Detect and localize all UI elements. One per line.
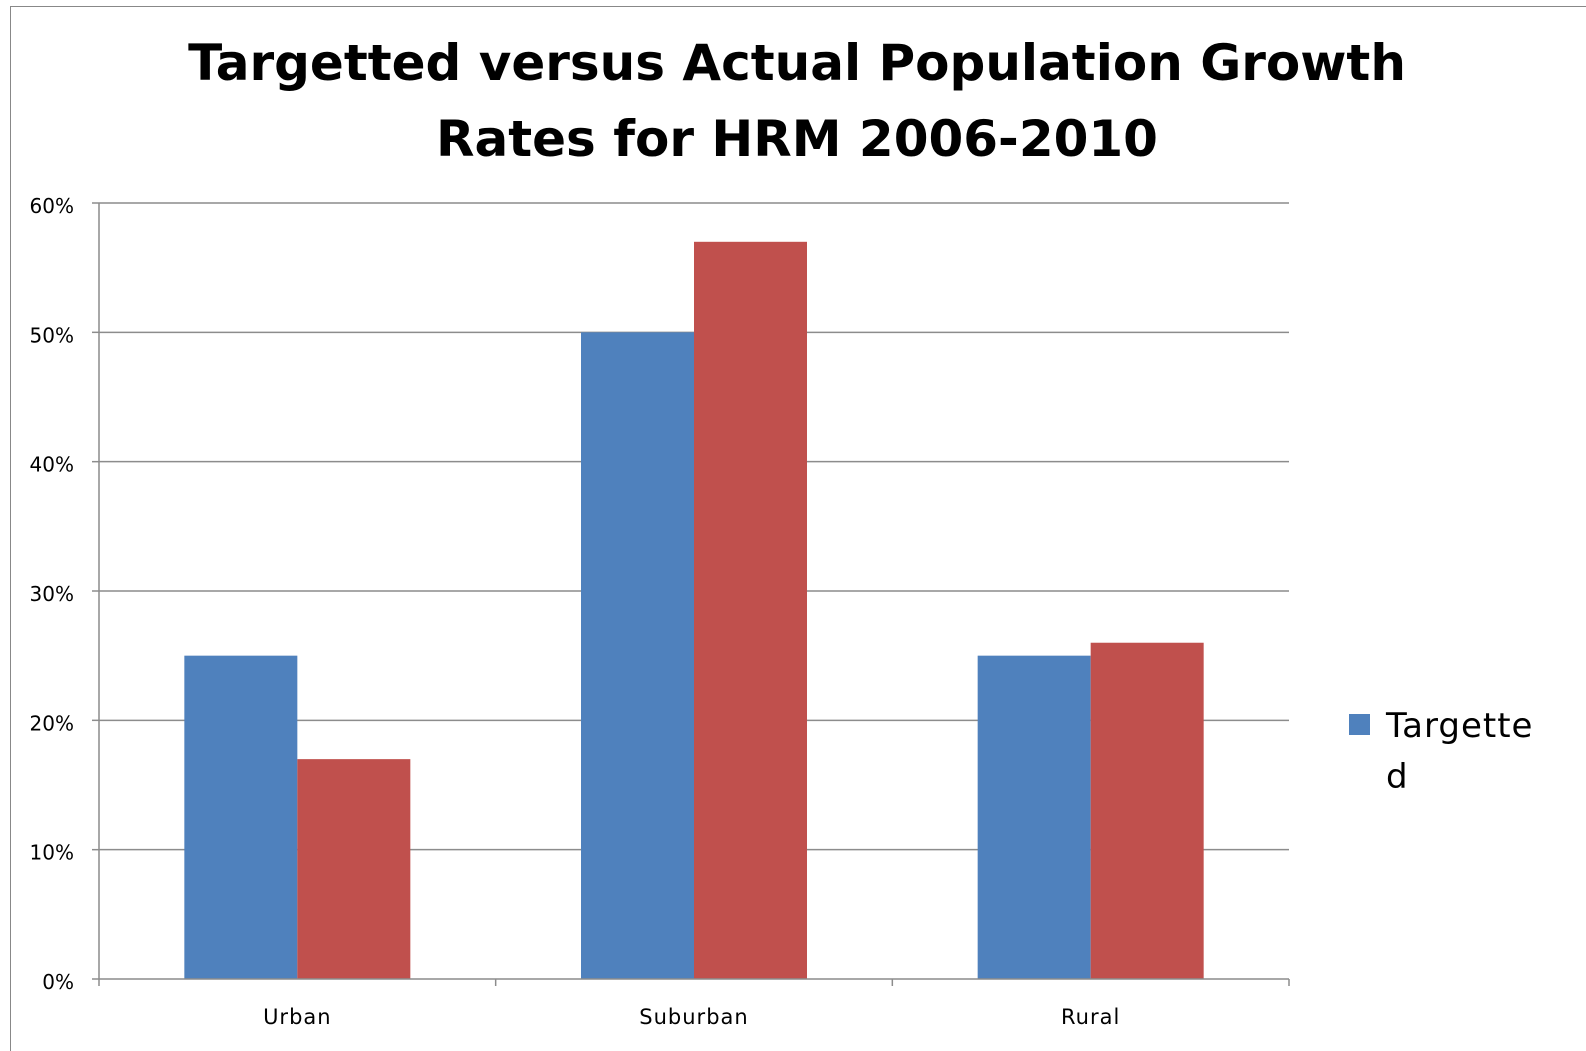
y-tick-label: 40% bbox=[30, 453, 74, 477]
y-tick-label: 30% bbox=[30, 582, 74, 606]
y-tick-label: 50% bbox=[30, 323, 74, 347]
bar-urban-series-1 bbox=[184, 655, 298, 979]
legend-label-line-1: Targette bbox=[1385, 706, 1533, 746]
x-category-label: Urban bbox=[263, 1005, 332, 1029]
y-axis-tick-labels: 0% 10% 20% 30% 40% 50% 60% bbox=[30, 194, 74, 994]
bars bbox=[184, 241, 1204, 980]
bar-suburban-series-1 bbox=[581, 332, 694, 979]
legend-label-line-2: d bbox=[1386, 757, 1409, 797]
x-axis-category-labels: Urban Suburban Rural bbox=[263, 1005, 1120, 1029]
x-category-label: Rural bbox=[1061, 1005, 1120, 1029]
chart-title-line-1: Targetted versus Actual Population Growt… bbox=[188, 34, 1406, 92]
x-category-label: Suburban bbox=[639, 1005, 748, 1029]
bar-rural-series-1 bbox=[977, 655, 1091, 979]
bar-rural-series-2 bbox=[1090, 642, 1204, 979]
y-tick-label: 20% bbox=[30, 711, 74, 735]
legend-swatch bbox=[1349, 714, 1370, 735]
bar-urban-series-2 bbox=[297, 759, 411, 979]
bar-suburban-series-2 bbox=[694, 241, 807, 980]
legend: Targette d bbox=[1349, 706, 1533, 797]
y-tick-label: 60% bbox=[30, 194, 74, 218]
y-tick-label: 10% bbox=[30, 841, 74, 865]
y-tick-label: 0% bbox=[42, 970, 74, 994]
axes bbox=[98, 203, 1290, 986]
chart-title-line-2: Rates for HRM 2006-2010 bbox=[436, 110, 1158, 168]
chart-title: Targetted versus Actual Population Growt… bbox=[188, 34, 1406, 168]
